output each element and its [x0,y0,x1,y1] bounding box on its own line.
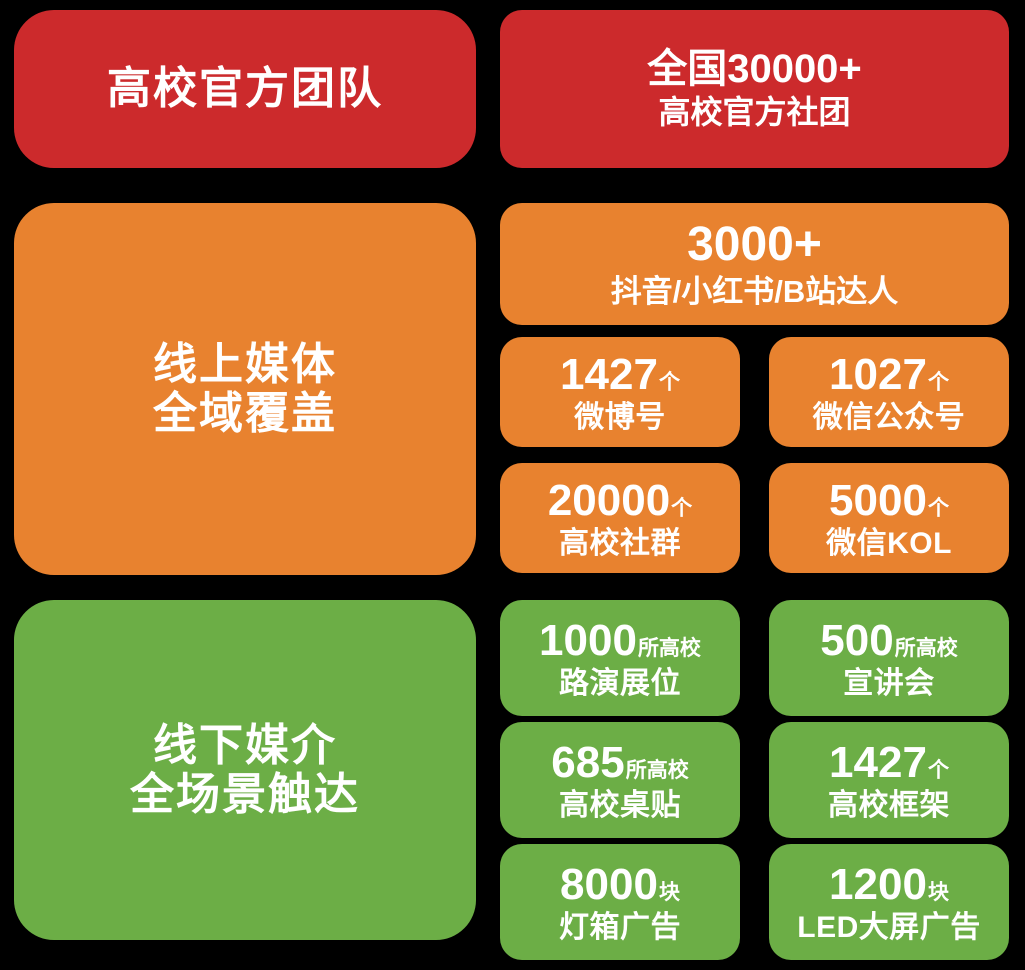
stat-lightbox-unit: 块 [658,880,680,904]
stat-card-lightbox-ad[interactable]: 8000块 灯箱广告 [500,844,740,960]
stat-roadshow-number: 1000所高校 [539,616,701,665]
stat-lightbox-value: 8000 [560,859,658,909]
stat-weibo-unit: 个 [658,370,680,394]
stat-campus-group-number: 20000个 [548,476,692,525]
stat-card-roadshow-booth[interactable]: 1000所高校 路演展位 [500,600,740,716]
stat-clubs-count: 全国30000+ [647,47,862,92]
stat-led-number: 1200块 [829,860,949,909]
stat-card-wechat-kol[interactable]: 5000个 微信KOL [769,463,1009,573]
stat-talk-label: 宣讲会 [843,666,935,700]
stat-card-desk-sticker[interactable]: 685所高校 高校桌贴 [500,722,740,838]
stat-lightbox-number: 8000块 [560,860,680,909]
stat-wechat-kol-label: 微信KOL [826,526,952,560]
panel-title-team: 高校官方团队 [107,64,383,114]
stat-roadshow-label: 路演展位 [559,666,681,700]
stat-wechat-mp-value: 1027 [829,349,927,399]
stat-roadshow-unit: 所高校 [637,636,701,660]
stat-wechat-kol-value: 5000 [829,475,927,525]
stat-campus-group-unit: 个 [671,496,693,520]
stat-weibo-number: 1427个 [560,350,680,399]
stat-campus-group-value: 20000 [547,475,671,525]
stat-wechat-kol-unit: 个 [927,496,949,520]
stat-frame-unit: 个 [927,758,949,782]
panel-online-media[interactable]: 线上媒体 全域覆盖 [14,203,476,575]
stat-frame-value: 1427 [829,737,927,787]
stat-clubs-label: 高校官方社团 [658,93,851,130]
stat-led-unit: 块 [927,880,949,904]
stat-talk-unit: 所高校 [894,636,958,660]
stat-card-weibo[interactable]: 1427个 微博号 [500,337,740,447]
panel-offline-line2: 全场景触达 [130,770,360,819]
stat-led-value: 1200 [829,859,927,909]
stat-card-campus-groups[interactable]: 20000个 高校社群 [500,463,740,573]
stat-card-official-clubs[interactable]: 全国30000+ 高校官方社团 [500,10,1009,168]
stat-influencers-label: 抖音/小红书/B站达人 [610,274,899,310]
stat-wechat-mp-number: 1027个 [829,350,949,399]
stat-card-led-screen-ad[interactable]: 1200块 LED大屏广告 [769,844,1009,960]
stat-roadshow-value: 1000 [539,615,637,665]
stat-frame-label: 高校框架 [828,788,950,822]
stat-desk-sticker-unit: 所高校 [625,758,689,782]
stat-desk-sticker-value: 685 [551,737,625,787]
panel-online-line2: 全域覆盖 [153,389,337,438]
stat-wechat-kol-number: 5000个 [829,476,949,525]
stat-desk-sticker-label: 高校桌贴 [559,788,681,822]
stat-led-label: LED大屏广告 [797,910,981,944]
panel-official-campus-team[interactable]: 高校官方团队 [14,10,476,168]
stat-talk-value: 500 [820,615,894,665]
panel-online-line1: 线上媒体 [153,339,337,389]
stat-campus-group-label: 高校社群 [559,526,681,560]
stat-weibo-label: 微博号 [574,400,666,434]
stat-lightbox-label: 灯箱广告 [559,910,681,944]
stat-weibo-value: 1427 [560,349,658,399]
panel-offline-line1: 线下媒介 [153,720,337,770]
stat-card-wechat-official-account[interactable]: 1027个 微信公众号 [769,337,1009,447]
stat-card-campus-frame[interactable]: 1427个 高校框架 [769,722,1009,838]
stat-wechat-mp-label: 微信公众号 [812,400,966,434]
stat-wechat-mp-unit: 个 [927,370,949,394]
stat-desk-sticker-number: 685所高校 [551,738,688,787]
stat-card-influencers[interactable]: 3000+ 抖音/小红书/B站达人 [500,203,1009,325]
stat-card-info-session[interactable]: 500所高校 宣讲会 [769,600,1009,716]
stat-influencers-count: 3000+ [687,218,822,272]
panel-offline-media[interactable]: 线下媒介 全场景触达 [14,600,476,940]
stat-frame-number: 1427个 [829,738,949,787]
stat-talk-number: 500所高校 [820,616,957,665]
